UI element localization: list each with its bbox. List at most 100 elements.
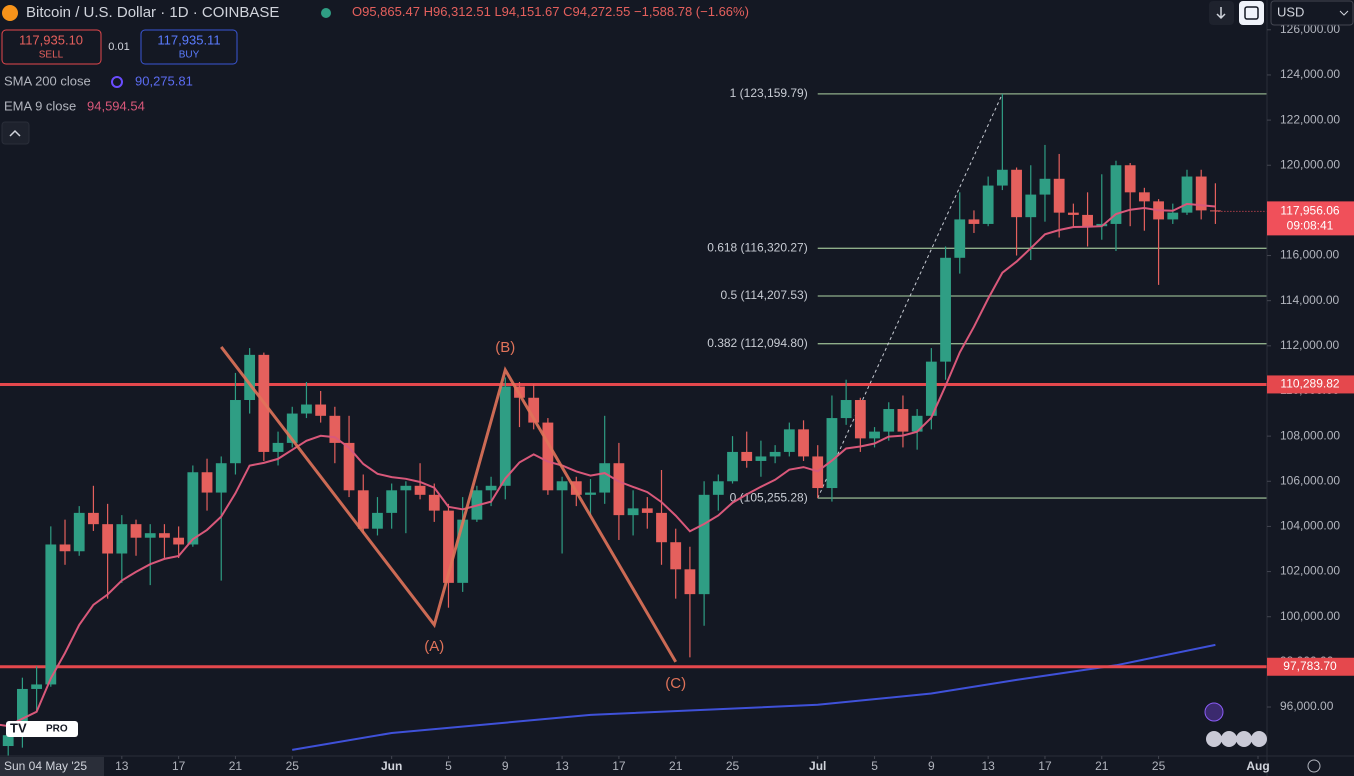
countdown-label: 09:08:41 (1287, 219, 1334, 233)
candle-body (443, 510, 454, 583)
currency-caret (1339, 10, 1349, 16)
candle-body (414, 485, 426, 495)
candle-body (585, 492, 596, 495)
candle-body (457, 519, 469, 583)
candle-body (130, 524, 142, 538)
candle-body (116, 524, 128, 554)
last-price-label: 117,956.06 (1280, 204, 1339, 218)
candle-body (925, 361, 937, 416)
candle-body (31, 684, 43, 689)
candle-body (897, 409, 909, 432)
candle-body (1110, 165, 1122, 224)
candle-body (315, 404, 327, 416)
candle-body (542, 422, 554, 491)
ema-legend-name[interactable]: EMA 9 close (4, 98, 76, 113)
candle-body (741, 451, 753, 461)
candle-body (144, 533, 156, 538)
candle-body (329, 415, 341, 443)
y-tick-label: 124,000.00 (1280, 67, 1340, 81)
flag (1206, 731, 1222, 747)
candle-body (599, 463, 611, 493)
crosshair-date-box (0, 757, 104, 776)
spread: 0.01 (108, 41, 129, 53)
wave-label: (A) (424, 638, 444, 655)
candle-body (712, 481, 724, 495)
x-tick-label: 21 (1095, 759, 1109, 773)
fib-label: 0.382 (112,094.80) (707, 336, 808, 350)
candle-body (1124, 165, 1136, 193)
x-tick-label: Jul (809, 759, 826, 773)
indicator-line (0, 202, 1216, 728)
candle-body (59, 544, 71, 552)
fullscreen-button[interactable] (1239, 1, 1264, 25)
x-tick-label: 17 (172, 759, 186, 773)
candle-body (727, 451, 738, 482)
logo-badge (6, 721, 78, 737)
y-tick-label: 122,000.00 (1280, 112, 1340, 126)
wave-line (220, 346, 678, 663)
flags (1206, 731, 1267, 747)
candle-body (201, 472, 213, 493)
candle-body (954, 219, 966, 258)
level-tag-label: 110,289.82 (1280, 377, 1339, 391)
ema-legend-value: 94,594.54 (87, 98, 145, 113)
currency-select[interactable] (1270, 0, 1354, 26)
x-tick-label: 5 (445, 759, 452, 773)
candle-body (982, 185, 994, 224)
x-tick-label: 17 (1038, 759, 1052, 773)
level-tag (1267, 657, 1354, 676)
candle-body (826, 418, 838, 489)
bitcoin-icon (2, 5, 18, 21)
collapse-button[interactable] (1, 121, 30, 145)
x-tick-label: 21 (229, 759, 243, 773)
buy-price: 117,935.11 (157, 32, 220, 47)
x-tick-label: 9 (502, 759, 509, 773)
sma-legend-value: 90,275.81 (135, 73, 193, 88)
candle-body (1138, 192, 1150, 202)
assistant-icon[interactable] (1204, 702, 1224, 722)
candle-body (798, 429, 809, 457)
x-tick-label: Jun (381, 759, 402, 773)
candle-body (656, 512, 667, 543)
y-tick-label: 112,000.00 (1280, 338, 1339, 352)
ohlc-change: −1,588.78 (−1.66%) (634, 4, 749, 19)
sell-button[interactable]: 117,935.10 SELL (1, 29, 102, 65)
candle-body (102, 524, 114, 554)
candle-body (1067, 212, 1079, 215)
buy-button[interactable]: 117,935.11 BUY (140, 29, 238, 65)
candle-body (286, 413, 298, 443)
candle-body (627, 508, 639, 516)
ohlc-close: C94,272.55 (563, 4, 630, 19)
candle-body (187, 472, 199, 545)
sell-box[interactable] (1, 29, 102, 65)
flag (1236, 731, 1252, 747)
x-tick-label: 21 (669, 759, 683, 773)
candle-body (2, 735, 14, 747)
candle-body (911, 415, 923, 432)
logo-pro: PRO (46, 724, 68, 735)
ohlc-open: O95,865.47 (352, 4, 420, 19)
x-tick-label: 13 (981, 759, 995, 773)
x-tick-label: Aug (1246, 759, 1269, 773)
ohlc-header: O95,865.47 H96,312.51 L94,151.67 C94,272… (352, 4, 749, 19)
collapse-icon (9, 129, 21, 137)
sma-legend-name[interactable]: SMA 200 close (4, 73, 91, 88)
fib-label: 1 (123,159.79) (730, 86, 808, 100)
level-tag-label: 97,783.70 (1283, 659, 1337, 673)
candle-body (1082, 214, 1093, 227)
buy-box[interactable] (140, 29, 238, 65)
crosshair-date: Sun 04 May '25 (4, 759, 87, 773)
candle-body (272, 442, 284, 452)
x-tick-label: 25 (1152, 759, 1166, 773)
candle-body (613, 463, 625, 516)
x-tick-label: 9 (928, 759, 935, 773)
candle-body (215, 463, 227, 493)
candle-body (230, 400, 241, 464)
candle-body (88, 512, 99, 525)
candle-body (755, 456, 767, 461)
flag (1221, 731, 1237, 747)
candle-body (372, 512, 383, 529)
settings-icon[interactable] (1307, 759, 1321, 773)
axes: 96,000.0098,000.00100,000.00102,000.0010… (115, 22, 1354, 773)
candle-body (428, 494, 440, 511)
